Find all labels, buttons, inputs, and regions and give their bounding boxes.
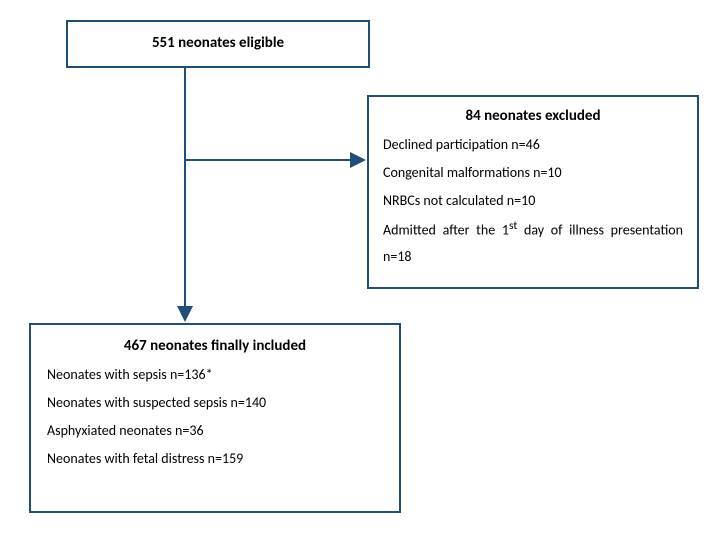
flow-arrows [0,0,728,535]
